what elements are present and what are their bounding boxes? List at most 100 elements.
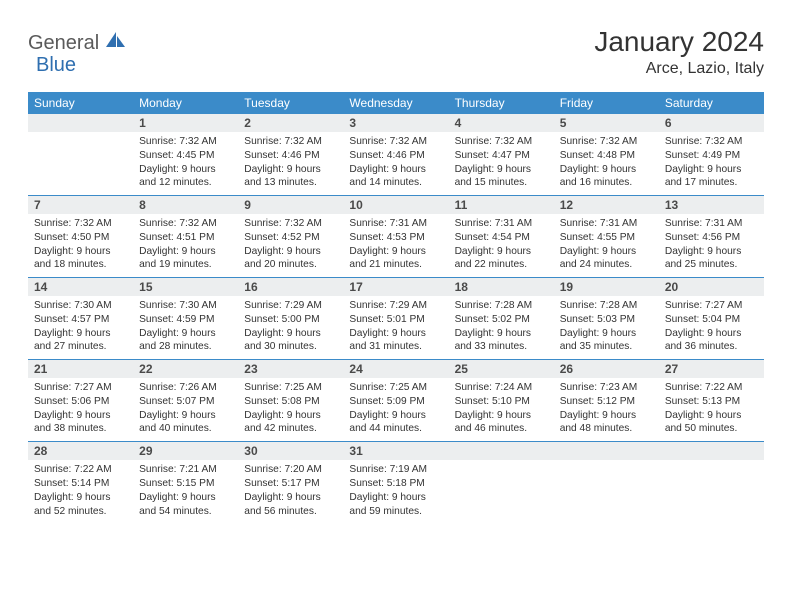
day-info: Sunrise: 7:31 AMSunset: 4:54 PMDaylight:… <box>449 214 554 272</box>
weekday-header: Wednesday <box>343 92 448 114</box>
day-info: Sunrise: 7:27 AMSunset: 5:04 PMDaylight:… <box>659 296 764 354</box>
calendar-day: 19Sunrise: 7:28 AMSunset: 5:03 PMDayligh… <box>554 278 659 359</box>
day-info: Sunrise: 7:31 AMSunset: 4:53 PMDaylight:… <box>343 214 448 272</box>
calendar-day: 14Sunrise: 7:30 AMSunset: 4:57 PMDayligh… <box>28 278 133 359</box>
day-number: 28 <box>28 442 133 460</box>
calendar-week: 21Sunrise: 7:27 AMSunset: 5:06 PMDayligh… <box>28 360 764 442</box>
calendar-day <box>449 442 554 523</box>
day-info: Sunrise: 7:25 AMSunset: 5:08 PMDaylight:… <box>238 378 343 436</box>
location-label: Arce, Lazio, Italy <box>594 60 764 78</box>
day-info: Sunrise: 7:28 AMSunset: 5:02 PMDaylight:… <box>449 296 554 354</box>
day-info: Sunrise: 7:32 AMSunset: 4:48 PMDaylight:… <box>554 132 659 190</box>
day-info: Sunrise: 7:22 AMSunset: 5:13 PMDaylight:… <box>659 378 764 436</box>
calendar-day: 22Sunrise: 7:26 AMSunset: 5:07 PMDayligh… <box>133 360 238 441</box>
weekday-header: Tuesday <box>238 92 343 114</box>
calendar-day: 21Sunrise: 7:27 AMSunset: 5:06 PMDayligh… <box>28 360 133 441</box>
calendar-week: 28Sunrise: 7:22 AMSunset: 5:14 PMDayligh… <box>28 442 764 523</box>
day-number: 31 <box>343 442 448 460</box>
day-number: 19 <box>554 278 659 296</box>
calendar-day: 11Sunrise: 7:31 AMSunset: 4:54 PMDayligh… <box>449 196 554 277</box>
day-number: 14 <box>28 278 133 296</box>
calendar-day: 6Sunrise: 7:32 AMSunset: 4:49 PMDaylight… <box>659 114 764 195</box>
day-info: Sunrise: 7:31 AMSunset: 4:55 PMDaylight:… <box>554 214 659 272</box>
calendar-day: 7Sunrise: 7:32 AMSunset: 4:50 PMDaylight… <box>28 196 133 277</box>
day-info: Sunrise: 7:29 AMSunset: 5:00 PMDaylight:… <box>238 296 343 354</box>
calendar-day: 20Sunrise: 7:27 AMSunset: 5:04 PMDayligh… <box>659 278 764 359</box>
day-number: 17 <box>343 278 448 296</box>
day-info: Sunrise: 7:27 AMSunset: 5:06 PMDaylight:… <box>28 378 133 436</box>
calendar-day: 25Sunrise: 7:24 AMSunset: 5:10 PMDayligh… <box>449 360 554 441</box>
day-number: 16 <box>238 278 343 296</box>
title-block: January 2024 Arce, Lazio, Italy <box>594 26 764 78</box>
calendar-day: 29Sunrise: 7:21 AMSunset: 5:15 PMDayligh… <box>133 442 238 523</box>
calendar-day: 10Sunrise: 7:31 AMSunset: 4:53 PMDayligh… <box>343 196 448 277</box>
weekday-header: Friday <box>554 92 659 114</box>
day-number: 15 <box>133 278 238 296</box>
day-info: Sunrise: 7:32 AMSunset: 4:50 PMDaylight:… <box>28 214 133 272</box>
day-info: Sunrise: 7:20 AMSunset: 5:17 PMDaylight:… <box>238 460 343 518</box>
calendar-day: 12Sunrise: 7:31 AMSunset: 4:55 PMDayligh… <box>554 196 659 277</box>
calendar-day: 27Sunrise: 7:22 AMSunset: 5:13 PMDayligh… <box>659 360 764 441</box>
day-info: Sunrise: 7:32 AMSunset: 4:46 PMDaylight:… <box>238 132 343 190</box>
day-number: 24 <box>343 360 448 378</box>
day-number: 25 <box>449 360 554 378</box>
calendar-page: General January 2024 Arce, Lazio, Italy … <box>0 0 792 533</box>
day-number <box>28 114 133 132</box>
day-number <box>449 442 554 460</box>
weekday-header: Sunday <box>28 92 133 114</box>
calendar-day: 4Sunrise: 7:32 AMSunset: 4:47 PMDaylight… <box>449 114 554 195</box>
calendar-day: 9Sunrise: 7:32 AMSunset: 4:52 PMDaylight… <box>238 196 343 277</box>
calendar-day: 18Sunrise: 7:28 AMSunset: 5:02 PMDayligh… <box>449 278 554 359</box>
day-info: Sunrise: 7:31 AMSunset: 4:56 PMDaylight:… <box>659 214 764 272</box>
calendar-day <box>659 442 764 523</box>
calendar-week: 1Sunrise: 7:32 AMSunset: 4:45 PMDaylight… <box>28 114 764 196</box>
logo: General <box>28 26 128 55</box>
calendar-day: 30Sunrise: 7:20 AMSunset: 5:17 PMDayligh… <box>238 442 343 523</box>
calendar-day: 26Sunrise: 7:23 AMSunset: 5:12 PMDayligh… <box>554 360 659 441</box>
logo-blue-line: Blue <box>36 54 76 77</box>
calendar-day: 28Sunrise: 7:22 AMSunset: 5:14 PMDayligh… <box>28 442 133 523</box>
weekday-header: Monday <box>133 92 238 114</box>
day-number: 1 <box>133 114 238 132</box>
day-number <box>659 442 764 460</box>
day-number: 3 <box>343 114 448 132</box>
day-number <box>554 442 659 460</box>
day-info: Sunrise: 7:29 AMSunset: 5:01 PMDaylight:… <box>343 296 448 354</box>
calendar-day: 13Sunrise: 7:31 AMSunset: 4:56 PMDayligh… <box>659 196 764 277</box>
day-info: Sunrise: 7:32 AMSunset: 4:46 PMDaylight:… <box>343 132 448 190</box>
day-number: 13 <box>659 196 764 214</box>
weekday-header-row: SundayMondayTuesdayWednesdayThursdayFrid… <box>28 92 764 114</box>
day-number: 5 <box>554 114 659 132</box>
page-title: January 2024 <box>594 26 764 58</box>
day-number: 7 <box>28 196 133 214</box>
day-number: 30 <box>238 442 343 460</box>
day-info: Sunrise: 7:30 AMSunset: 4:57 PMDaylight:… <box>28 296 133 354</box>
day-number: 8 <box>133 196 238 214</box>
day-number: 22 <box>133 360 238 378</box>
day-info: Sunrise: 7:26 AMSunset: 5:07 PMDaylight:… <box>133 378 238 436</box>
page-header: General January 2024 Arce, Lazio, Italy <box>28 26 764 78</box>
weekday-header: Thursday <box>449 92 554 114</box>
calendar-day: 1Sunrise: 7:32 AMSunset: 4:45 PMDaylight… <box>133 114 238 195</box>
calendar-day: 23Sunrise: 7:25 AMSunset: 5:08 PMDayligh… <box>238 360 343 441</box>
day-number: 10 <box>343 196 448 214</box>
day-info: Sunrise: 7:30 AMSunset: 4:59 PMDaylight:… <box>133 296 238 354</box>
sail-icon <box>104 30 126 55</box>
day-number: 23 <box>238 360 343 378</box>
day-number: 18 <box>449 278 554 296</box>
calendar-day: 17Sunrise: 7:29 AMSunset: 5:01 PMDayligh… <box>343 278 448 359</box>
day-number: 2 <box>238 114 343 132</box>
day-number: 20 <box>659 278 764 296</box>
day-info: Sunrise: 7:25 AMSunset: 5:09 PMDaylight:… <box>343 378 448 436</box>
calendar-day: 3Sunrise: 7:32 AMSunset: 4:46 PMDaylight… <box>343 114 448 195</box>
calendar-day: 16Sunrise: 7:29 AMSunset: 5:00 PMDayligh… <box>238 278 343 359</box>
calendar-week: 14Sunrise: 7:30 AMSunset: 4:57 PMDayligh… <box>28 278 764 360</box>
logo-text-general: General <box>28 32 99 55</box>
day-number: 29 <box>133 442 238 460</box>
logo-text-blue: Blue <box>36 54 76 76</box>
day-info: Sunrise: 7:32 AMSunset: 4:51 PMDaylight:… <box>133 214 238 272</box>
weekday-header: Saturday <box>659 92 764 114</box>
day-number: 9 <box>238 196 343 214</box>
calendar-day: 8Sunrise: 7:32 AMSunset: 4:51 PMDaylight… <box>133 196 238 277</box>
day-info: Sunrise: 7:28 AMSunset: 5:03 PMDaylight:… <box>554 296 659 354</box>
